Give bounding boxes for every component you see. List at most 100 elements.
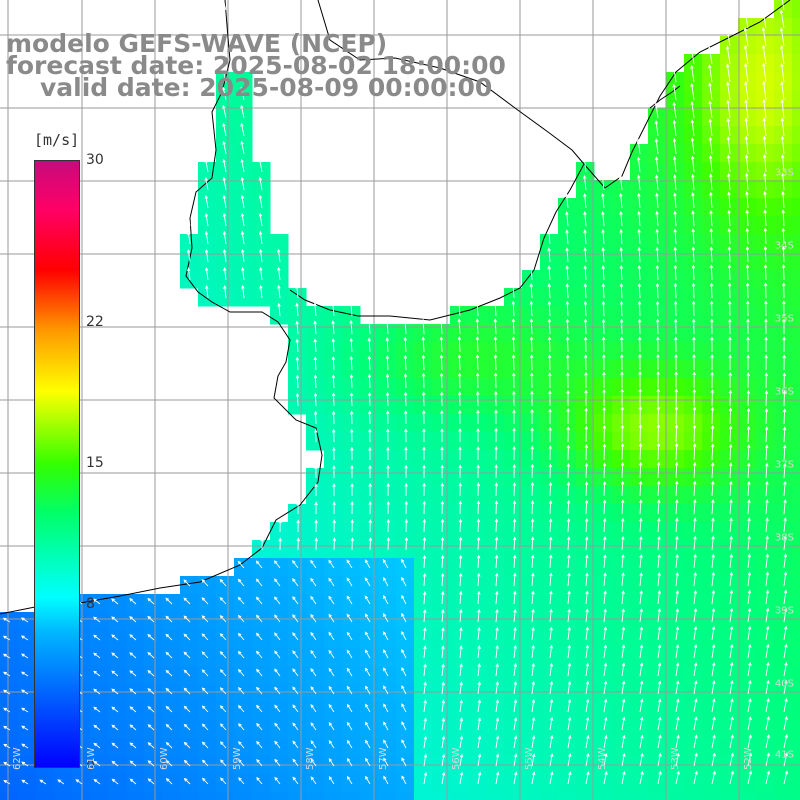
sea-cell bbox=[630, 450, 649, 469]
sea-cell bbox=[630, 486, 649, 505]
wind-arrow bbox=[221, 50, 227, 65]
sea-cell bbox=[486, 594, 505, 613]
wind-arrow bbox=[619, 318, 624, 335]
wind-arrow bbox=[93, 724, 101, 731]
sea-cell bbox=[612, 288, 631, 307]
sea-cell bbox=[738, 126, 757, 145]
sea-cell bbox=[612, 630, 631, 649]
sea-cell bbox=[270, 270, 289, 289]
wind-arrow bbox=[147, 760, 155, 767]
wind-arrow bbox=[548, 481, 553, 497]
sea-cell bbox=[738, 468, 757, 487]
wind-arrow bbox=[619, 300, 624, 317]
sea-cell bbox=[522, 594, 541, 613]
wind-arrow bbox=[382, 558, 389, 569]
sea-cell bbox=[720, 288, 739, 307]
wind-arrow bbox=[547, 247, 551, 263]
wind-arrow bbox=[690, 137, 695, 155]
sea-cell bbox=[522, 360, 541, 379]
sea-cell bbox=[594, 504, 613, 523]
sea-cell bbox=[450, 468, 469, 487]
wind-arrow bbox=[709, 264, 714, 281]
wind-arrow bbox=[583, 229, 587, 245]
sea-cell bbox=[630, 414, 649, 433]
sea-cell bbox=[594, 576, 613, 595]
sea-cell bbox=[558, 648, 577, 667]
wind-arrow bbox=[620, 388, 624, 407]
sea-cell bbox=[648, 738, 667, 757]
wind-arrow bbox=[691, 173, 695, 191]
sea-cell bbox=[684, 774, 703, 793]
wind-arrow bbox=[476, 446, 480, 461]
wind-arrow bbox=[744, 62, 749, 83]
sea-cell bbox=[702, 558, 721, 577]
sea-cell bbox=[468, 360, 487, 379]
wind-arrow bbox=[693, 607, 698, 623]
sea-cell bbox=[324, 486, 343, 505]
wind-arrow bbox=[567, 716, 572, 731]
sea-cell bbox=[594, 198, 613, 217]
sea-cell bbox=[216, 108, 235, 127]
wind-arrow bbox=[441, 627, 445, 641]
wind-arrow bbox=[513, 554, 517, 569]
wind-arrow bbox=[725, 27, 731, 47]
wind-arrow bbox=[512, 445, 516, 461]
wind-arrow bbox=[3, 779, 11, 785]
sea-cell bbox=[648, 648, 667, 667]
wind-arrow bbox=[529, 372, 534, 389]
wind-arrow bbox=[440, 409, 444, 425]
sea-cell bbox=[504, 720, 523, 739]
sea-cell bbox=[522, 468, 541, 487]
wind-arrow bbox=[530, 536, 535, 551]
wind-arrow bbox=[764, 318, 768, 335]
wind-arrow bbox=[513, 681, 518, 695]
sea-cell bbox=[558, 522, 577, 541]
wind-arrow bbox=[548, 518, 553, 533]
sea-cell bbox=[720, 144, 739, 163]
wind-arrow bbox=[710, 336, 714, 353]
sea-cell bbox=[684, 540, 703, 559]
sea-cell bbox=[234, 90, 253, 109]
wind-arrow bbox=[459, 681, 463, 695]
wind-arrow bbox=[512, 518, 517, 533]
wind-arrow bbox=[726, 63, 731, 83]
wind-arrow bbox=[603, 535, 607, 551]
wind-arrow bbox=[639, 535, 643, 551]
sea-cell bbox=[522, 540, 541, 559]
sea-cell bbox=[738, 36, 757, 55]
wind-arrow bbox=[744, 135, 749, 155]
sea-cell bbox=[720, 738, 739, 757]
wind-arrow bbox=[744, 154, 749, 173]
wind-arrow bbox=[747, 716, 752, 731]
wind-arrow bbox=[728, 389, 733, 407]
wind-arrow bbox=[2, 653, 11, 659]
sea-cell bbox=[576, 198, 595, 217]
colorbar-tick-label: 0 bbox=[86, 758, 95, 774]
wind-arrow bbox=[201, 777, 209, 785]
wind-arrow bbox=[222, 212, 227, 227]
sea-cell bbox=[414, 540, 433, 559]
wind-arrow bbox=[367, 355, 372, 371]
wind-arrow bbox=[531, 662, 536, 677]
sea-cell bbox=[684, 648, 703, 667]
wind-arrow bbox=[165, 615, 173, 623]
sea-cell bbox=[486, 630, 505, 649]
sea-cell bbox=[288, 522, 307, 541]
sea-cell bbox=[774, 540, 793, 559]
wind-arrow bbox=[602, 481, 607, 497]
wind-arrow bbox=[129, 688, 137, 695]
wind-arrow bbox=[292, 758, 299, 767]
sea-cell bbox=[324, 324, 343, 343]
wind-arrow bbox=[349, 428, 354, 443]
sea-cell bbox=[792, 504, 800, 523]
wind-arrow bbox=[565, 318, 570, 335]
sea-cell bbox=[414, 522, 433, 541]
wind-arrow bbox=[458, 427, 462, 442]
wind-arrow bbox=[745, 245, 750, 263]
sea-cell bbox=[774, 702, 793, 721]
sea-cell bbox=[756, 504, 775, 523]
sea-cell bbox=[342, 306, 361, 325]
sea-cell bbox=[720, 162, 739, 181]
sea-cell bbox=[576, 468, 595, 487]
sea-cell bbox=[540, 720, 559, 739]
